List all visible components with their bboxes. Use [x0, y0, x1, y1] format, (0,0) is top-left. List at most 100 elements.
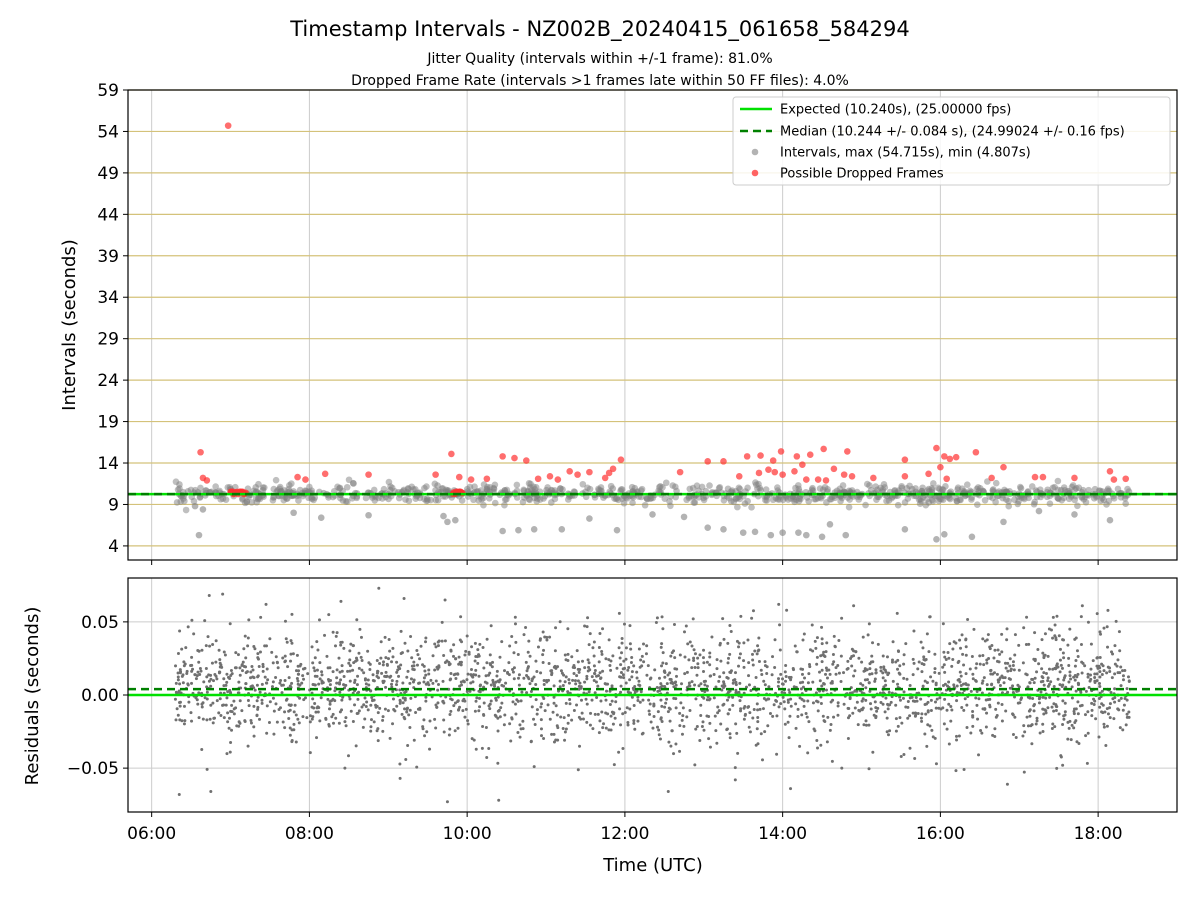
interval-point [499, 528, 506, 535]
residual-point [987, 633, 990, 636]
residual-point [518, 723, 521, 726]
residual-point [742, 641, 745, 644]
residual-point [976, 718, 979, 721]
residual-point [937, 707, 940, 710]
residual-point [1036, 717, 1039, 720]
residual-point [614, 700, 617, 703]
residual-point [474, 659, 477, 662]
residual-point [1098, 685, 1101, 688]
residual-point [204, 696, 207, 699]
residual-point [249, 719, 252, 722]
residual-point [978, 654, 981, 657]
residual-point [387, 657, 390, 660]
residual-point [564, 680, 567, 683]
residual-point [1055, 709, 1058, 712]
residual-point [408, 682, 411, 685]
residual-point [797, 708, 800, 711]
residual-point [962, 664, 965, 667]
residual-point [670, 678, 673, 681]
residual-point [630, 661, 633, 664]
residual-point [313, 683, 316, 686]
residual-point [1111, 676, 1114, 679]
residual-point [1053, 685, 1056, 688]
residual-point [424, 636, 427, 639]
residual-point [348, 698, 351, 701]
residual-point [722, 671, 725, 674]
residual-point [767, 685, 770, 688]
residual-point [942, 622, 945, 625]
residual-point [734, 671, 737, 674]
residual-point [221, 593, 224, 596]
residual-point [1000, 633, 1003, 636]
residual-point [369, 730, 372, 733]
residual-point [760, 669, 763, 672]
interval-point [408, 483, 415, 490]
residual-point [639, 666, 642, 669]
residual-point [807, 672, 810, 675]
residual-point [353, 703, 356, 706]
residual-point [583, 625, 586, 628]
legend-dropped-label: Possible Dropped Frames [780, 167, 944, 182]
residual-point [1041, 676, 1044, 679]
dropped-frame-point [820, 446, 827, 453]
residual-point [709, 697, 712, 700]
residual-point [329, 683, 332, 686]
residual-point [1080, 615, 1083, 618]
residual-point [1118, 649, 1121, 652]
residual-point [690, 645, 693, 648]
residual-point [207, 635, 210, 638]
dropped-frame-point [523, 457, 530, 464]
residual-point [604, 699, 607, 702]
residual-point [297, 673, 300, 676]
residual-point [929, 675, 932, 678]
residual-point [906, 717, 909, 720]
residual-point [1089, 680, 1092, 683]
residual-point [983, 676, 986, 679]
residual-point [325, 655, 328, 658]
residual-point [360, 636, 363, 639]
residual-point [803, 699, 806, 702]
residual-point [1076, 700, 1079, 703]
residual-point [663, 676, 666, 679]
residual-point [738, 682, 741, 685]
residual-point [896, 683, 899, 686]
residual-point [403, 597, 406, 600]
dropped-frame-point [1032, 474, 1039, 481]
residual-point [775, 753, 778, 756]
residual-point [903, 653, 906, 656]
residual-point [1028, 710, 1031, 713]
residual-point [1076, 649, 1079, 652]
residual-point [656, 616, 659, 619]
residual-point [567, 653, 570, 656]
residual-point [292, 652, 295, 655]
residual-point [318, 618, 321, 621]
residual-point [913, 700, 916, 703]
residual-point [672, 649, 675, 652]
residual-point [807, 720, 810, 723]
residual-point [1090, 643, 1093, 646]
residual-point [1092, 659, 1095, 662]
residual-point [459, 639, 462, 642]
residual-point [1106, 625, 1109, 628]
residual-point [1012, 733, 1015, 736]
residual-point [1116, 665, 1119, 668]
residual-point [1100, 702, 1103, 705]
residual-point [992, 656, 995, 659]
residual-point [276, 721, 279, 724]
residual-point [778, 623, 781, 626]
residual-point [960, 684, 963, 687]
residual-point [392, 697, 395, 700]
residual-point [731, 696, 734, 699]
residual-point [279, 679, 282, 682]
residual-point [353, 681, 356, 684]
residual-point [752, 664, 755, 667]
residual-point [442, 719, 445, 722]
residual-point [252, 668, 255, 671]
residual-point [536, 708, 539, 711]
residual-point [398, 762, 401, 765]
residual-point [361, 659, 364, 662]
residual-point [966, 726, 969, 729]
interval-point [619, 486, 626, 493]
residual-point [698, 653, 701, 656]
interval-point [720, 526, 727, 533]
